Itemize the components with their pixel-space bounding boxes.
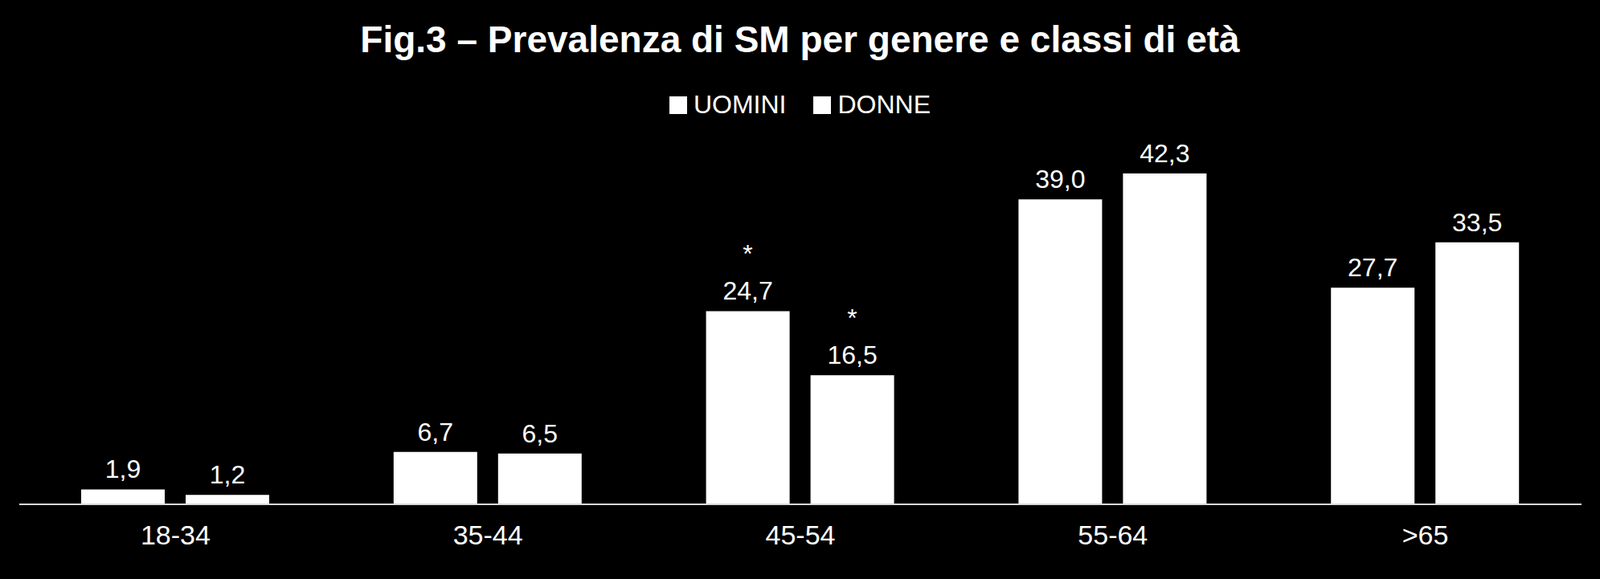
svg-text:6,5: 6,5 <box>522 419 558 449</box>
html-text:DONNE: DONNE <box>837 90 931 119</box>
svg-text:39,0: 39,0 <box>1035 164 1085 194</box>
svg-text:42,3: 42,3 <box>1139 139 1190 168</box>
svg-text:16,5: 16,5 <box>826 340 877 370</box>
svg-text:*: * <box>742 239 753 269</box>
svg-text:>65: >65 <box>1402 519 1449 551</box>
html-text:UOMINI: UOMINI <box>693 90 787 119</box>
svg-text:24,7: 24,7 <box>722 276 773 306</box>
svg-text:1,2: 1,2 <box>209 460 246 490</box>
svg-text:55-64: 55-64 <box>1077 519 1148 551</box>
svg-text:33,5: 33,5 <box>1452 208 1502 238</box>
svg-text:*: * <box>847 303 857 333</box>
svg-text:35-44: 35-44 <box>453 519 524 551</box>
svg-text:6,7: 6,7 <box>417 417 454 447</box>
html-text:Fig.3 – Prevalenza di SM per g: Fig.3 – Prevalenza di SM per genere e cl… <box>360 18 1240 61</box>
svg-text:45-54: 45-54 <box>765 519 836 551</box>
svg-text:27,7: 27,7 <box>1347 253 1398 283</box>
svg-text:18-34: 18-34 <box>140 519 211 551</box>
svg-text:1,9: 1,9 <box>105 454 141 484</box>
